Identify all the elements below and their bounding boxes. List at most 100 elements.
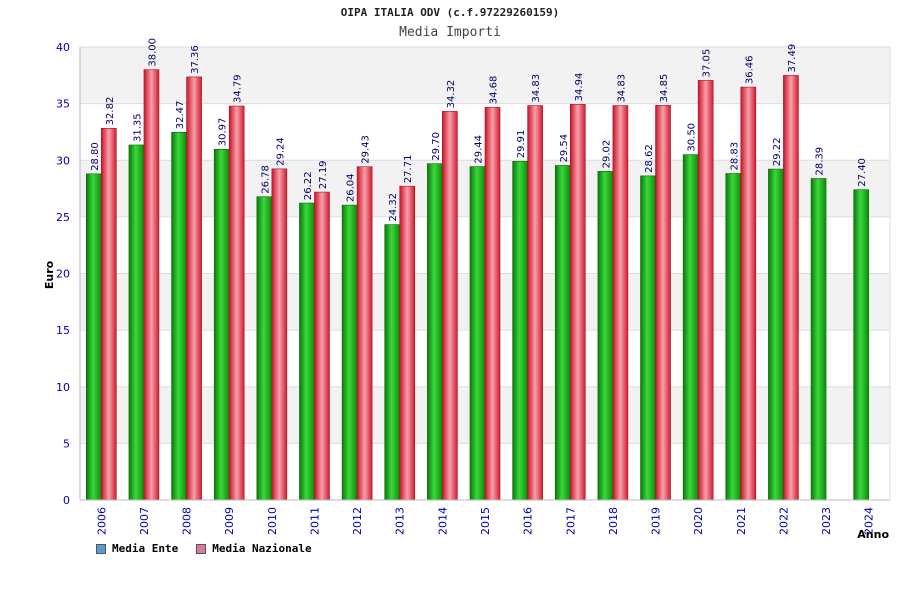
value-label-ente: 28.62: [644, 144, 655, 173]
bar-media-ente: [810, 178, 827, 501]
value-labels: 28.80 32.82 31.35 38.00 32.47 37.36 30.97 34.79…: [90, 38, 868, 222]
y-tick-label: 20: [56, 268, 70, 281]
value-label-nazionale: 34.68: [489, 76, 500, 105]
x-tick-label: 2023: [820, 507, 833, 535]
value-label-nazionale: 34.94: [574, 73, 585, 102]
bar-media-nazionale: [271, 168, 288, 501]
chart-subtitle: Media Importi: [399, 25, 501, 40]
bar-media-nazionale: [740, 86, 757, 501]
y-tick-label: 40: [56, 41, 70, 54]
bar-media-ente: [682, 154, 699, 501]
value-label-ente: 29.22: [772, 137, 783, 166]
x-tick-label: 2024: [863, 507, 876, 535]
bar-media-ente: [128, 144, 145, 501]
x-tick-label: 2006: [95, 507, 108, 535]
bar-media-ente: [427, 163, 443, 501]
bar-media-ente: [768, 168, 784, 501]
value-label-ente: 29.91: [516, 130, 527, 159]
bar-media-ente: [341, 204, 358, 501]
value-label-nazionale: 34.83: [531, 74, 542, 103]
legend-label-ente: Media Ente: [112, 542, 179, 555]
value-label-nazionale: 27.19: [318, 160, 329, 189]
value-label-ente: 26.04: [346, 173, 357, 202]
bar-media-ente: [597, 171, 614, 501]
bar-media-ente: [853, 189, 869, 501]
bar-media-ente: [512, 160, 528, 501]
bar-media-ente: [256, 196, 273, 501]
bar-media-nazionale: [186, 76, 202, 501]
value-label-nazionale: 27.71: [403, 155, 414, 184]
bar-media-nazionale: [356, 166, 373, 501]
value-label-nazionale: 29.24: [275, 137, 286, 166]
value-label-nazionale: 34.79: [233, 74, 244, 103]
bar-media-nazionale: [143, 69, 160, 501]
value-label-ente: 24.32: [388, 193, 399, 222]
y-tick-label: 25: [56, 211, 70, 224]
x-tick-label: 2012: [351, 507, 364, 535]
bar-media-ente: [213, 148, 230, 501]
value-label-ente: 28.39: [815, 147, 826, 176]
bar-media-nazionale: [228, 105, 245, 501]
bar-media-nazionale: [697, 80, 714, 501]
bar-media-nazionale: [484, 106, 501, 501]
value-label-ente: 28.83: [729, 142, 740, 171]
value-label-nazionale: 37.49: [787, 44, 798, 73]
value-label-ente: 28.80: [90, 142, 101, 171]
legend-label-nazionale: Media Nazionale: [212, 542, 312, 555]
x-tick-label: 2011: [308, 507, 321, 535]
bar-media-nazionale: [314, 191, 330, 501]
x-tick-label: 2019: [650, 507, 663, 535]
x-tick-label: 2013: [394, 507, 407, 535]
chart-title: OIPA ITALIA ODV (c.f.97229260159): [340, 6, 560, 19]
value-label-nazionale: 34.83: [616, 74, 627, 103]
x-tick-label: 2021: [735, 507, 748, 535]
legend-swatch-nazionale: [196, 543, 207, 554]
legend-item-media-ente: Media Ente: [96, 542, 178, 555]
x-tick-label: 2020: [692, 507, 705, 535]
x-tick-label: 2015: [479, 507, 492, 535]
bar-media-ente: [640, 175, 656, 501]
legend: Media Ente Media Nazionale: [96, 542, 312, 555]
value-label-nazionale: 32.82: [105, 97, 116, 126]
value-label-nazionale: 37.36: [190, 45, 201, 74]
bar-media-ente: [171, 131, 187, 501]
bar-media-ente: [299, 202, 315, 501]
bar-media-nazionale: [101, 128, 117, 501]
value-label-ente: 30.97: [218, 118, 229, 147]
bar-media-nazionale: [442, 111, 458, 501]
axes: 0 5 10 15 20 25 30 35 40 2006 2007 2008 2009 2010 2011…: [56, 41, 891, 535]
bar-media-ente: [86, 173, 102, 501]
x-tick-label: 2022: [777, 507, 790, 535]
y-tick-label: 0: [63, 494, 70, 507]
y-tick-label: 15: [56, 324, 70, 337]
legend-item-media-nazionale: Media Nazionale: [196, 542, 312, 555]
value-label-nazionale: 29.43: [361, 135, 372, 164]
y-tick-label: 10: [56, 381, 70, 394]
value-label-ente: 27.40: [857, 158, 868, 187]
value-label-ente: 32.47: [175, 101, 186, 130]
x-tick-label: 2008: [181, 507, 194, 535]
y-axis-title: Euro: [43, 260, 56, 289]
x-tick-label: 2010: [266, 507, 279, 535]
value-label-nazionale: 36.46: [744, 55, 755, 84]
bar-media-nazionale: [612, 105, 629, 501]
bar-media-ente: [384, 224, 401, 501]
bar-media-nazionale: [527, 105, 543, 501]
bar-media-nazionale: [655, 105, 671, 501]
value-label-ente: 26.22: [303, 171, 314, 200]
value-label-ente: 29.02: [601, 140, 612, 169]
bar-media-nazionale: [783, 75, 799, 501]
x-tick-label: 2016: [522, 507, 535, 535]
bar-media-ente: [725, 173, 742, 501]
y-tick-label: 5: [63, 437, 70, 450]
bar-media-ente: [469, 166, 486, 501]
bar-media-ente: [554, 165, 571, 501]
legend-swatch-ente: [96, 543, 106, 554]
value-label-nazionale: 34.85: [659, 74, 670, 103]
value-label-nazionale: 37.05: [702, 49, 713, 78]
value-label-ente: 26.78: [260, 165, 271, 194]
y-tick-label: 30: [56, 154, 70, 167]
value-label-nazionale: 34.32: [446, 80, 457, 109]
bar-media-nazionale: [399, 185, 416, 501]
